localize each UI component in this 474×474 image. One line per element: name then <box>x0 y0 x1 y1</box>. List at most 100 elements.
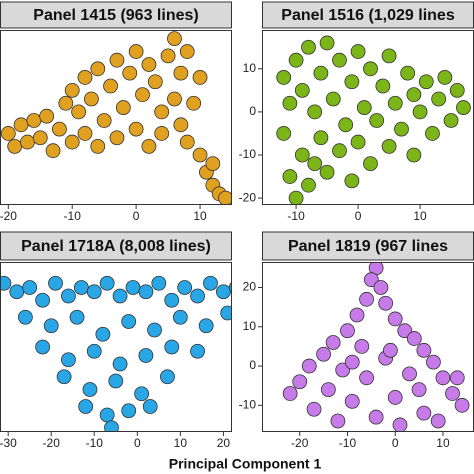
point <box>71 104 87 120</box>
point <box>61 352 76 368</box>
point <box>350 134 366 150</box>
point <box>115 100 131 115</box>
point <box>86 284 102 300</box>
point <box>325 91 341 107</box>
point <box>282 169 298 184</box>
point <box>160 369 175 385</box>
point <box>294 82 310 98</box>
point <box>363 61 378 77</box>
point <box>154 104 170 120</box>
point <box>383 342 398 358</box>
x-tick-label: 10 <box>436 436 450 450</box>
point <box>313 130 329 146</box>
point <box>363 272 379 288</box>
panel-strip <box>0 1 232 29</box>
points <box>282 262 470 432</box>
point <box>198 318 214 334</box>
point <box>344 393 360 409</box>
point <box>142 399 158 414</box>
point <box>190 343 205 359</box>
point <box>301 358 317 374</box>
x-tick-label: 10 <box>174 436 188 450</box>
x-tick-label: -10 <box>64 209 82 223</box>
point <box>203 275 218 291</box>
panel-border <box>0 30 232 205</box>
point <box>17 309 33 325</box>
point <box>456 100 471 115</box>
point <box>179 134 195 150</box>
point <box>26 113 42 128</box>
point <box>387 311 403 327</box>
point <box>340 323 355 339</box>
point <box>430 413 446 429</box>
point <box>112 356 128 372</box>
point <box>220 305 232 321</box>
point <box>154 126 170 141</box>
point <box>138 348 154 363</box>
point <box>128 121 144 137</box>
point <box>35 292 51 308</box>
panel-title: Panel 1516 (1,029 lines <box>281 7 455 24</box>
point <box>332 143 347 159</box>
point <box>282 95 298 111</box>
point <box>402 366 417 382</box>
x-tick-label: 20 <box>217 436 231 450</box>
point <box>387 95 403 111</box>
point <box>0 275 12 291</box>
point <box>454 397 470 413</box>
point <box>445 386 460 401</box>
point <box>35 339 51 355</box>
point <box>418 74 434 90</box>
point <box>306 401 322 417</box>
x-tick-label: 10 <box>413 209 427 223</box>
y-tick-label: 10 <box>243 319 257 333</box>
point <box>215 284 231 300</box>
point <box>406 87 422 103</box>
point <box>330 413 346 429</box>
points <box>276 35 471 205</box>
point <box>350 44 366 59</box>
point <box>39 108 55 124</box>
point <box>282 386 298 401</box>
point <box>394 121 409 137</box>
panel-strip <box>0 231 232 261</box>
point <box>276 70 292 85</box>
point <box>86 343 102 359</box>
point <box>443 113 459 128</box>
point <box>141 138 157 154</box>
point <box>406 331 422 346</box>
y-tick-label: 10 <box>243 61 257 75</box>
point <box>292 374 308 390</box>
point <box>276 126 292 141</box>
point <box>363 156 378 172</box>
point <box>373 280 389 295</box>
point <box>135 87 150 103</box>
point <box>52 121 67 137</box>
point <box>108 373 124 389</box>
point <box>167 31 182 47</box>
point <box>90 61 106 77</box>
point <box>344 74 360 90</box>
point <box>103 78 118 94</box>
point <box>416 342 432 358</box>
point <box>83 91 99 107</box>
point <box>426 354 441 370</box>
point <box>397 323 413 339</box>
point <box>192 147 208 163</box>
point <box>412 104 428 120</box>
point <box>344 173 360 189</box>
point <box>99 275 115 291</box>
point <box>172 309 188 325</box>
point <box>160 48 176 64</box>
point <box>173 65 189 81</box>
point <box>109 52 125 68</box>
point <box>77 126 93 141</box>
panel-border <box>0 262 232 432</box>
x-tick-label: -10 <box>287 209 305 223</box>
point <box>335 362 351 378</box>
point <box>416 405 432 421</box>
point <box>147 322 162 338</box>
point <box>435 370 451 386</box>
point <box>325 335 341 350</box>
panel-title: Panel 1819 (967 lines <box>288 238 448 255</box>
